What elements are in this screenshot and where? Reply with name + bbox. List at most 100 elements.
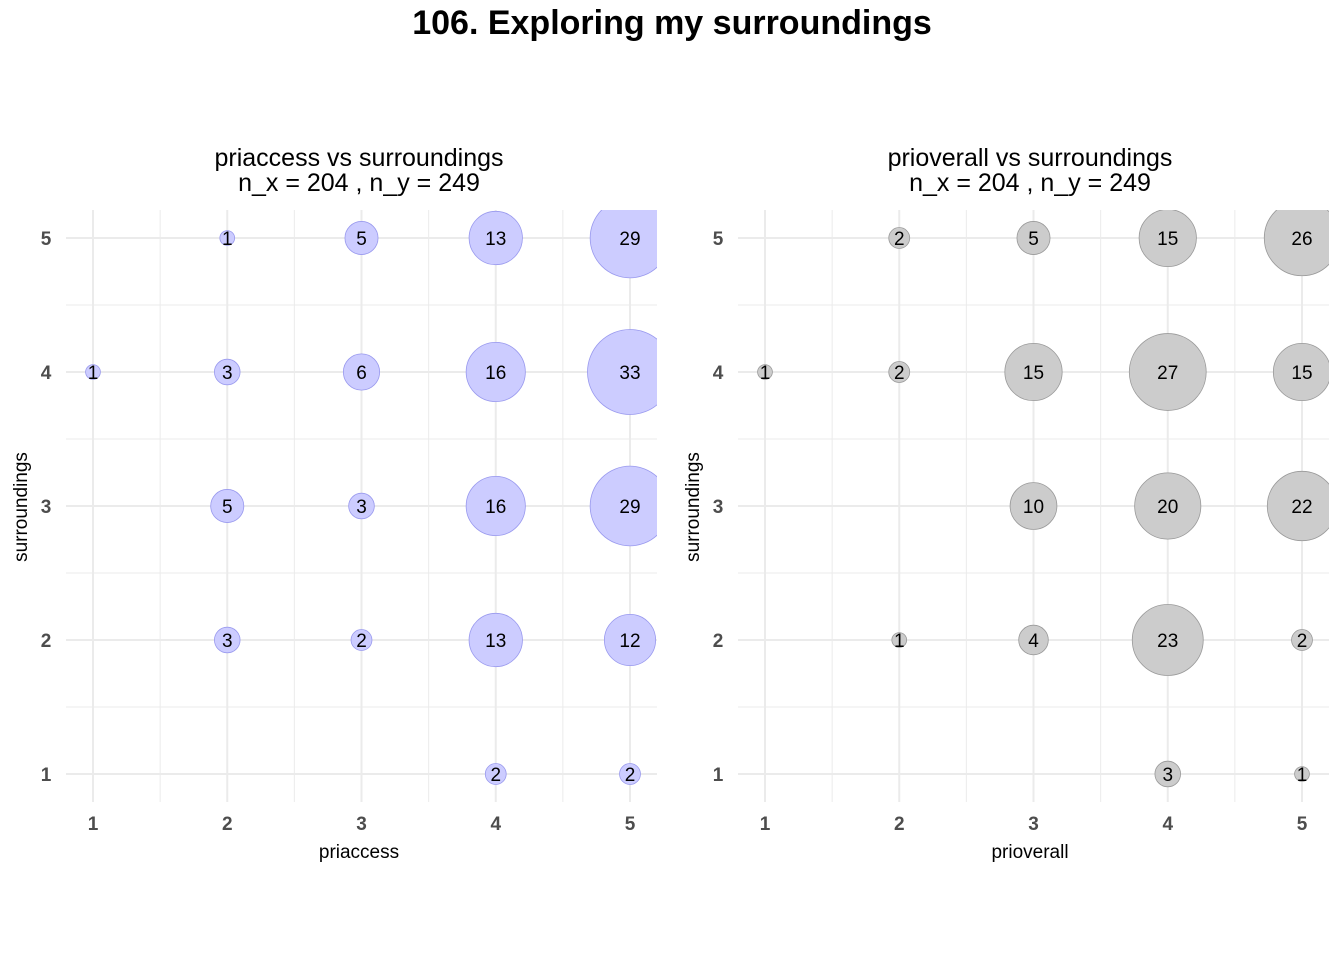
bubble: [350, 629, 373, 651]
x-tick-label: 3: [356, 814, 367, 835]
bubble: [1131, 604, 1204, 676]
bubble: [1263, 210, 1329, 277]
bubble: [587, 329, 657, 415]
bubble: [465, 475, 526, 536]
bubble: [589, 210, 657, 279]
data-label: 3: [222, 631, 233, 652]
data-label: 2: [894, 363, 905, 384]
data-label: 29: [619, 497, 640, 518]
bubble: [214, 358, 241, 386]
y-tick-label: 1: [41, 765, 52, 786]
x-tick-label: 1: [88, 814, 99, 835]
data-label: 3: [356, 497, 367, 518]
bubble: [348, 492, 375, 520]
bubble: [619, 763, 641, 785]
data-label: 22: [1291, 497, 1312, 518]
panel-title: priaccess vs surroundings: [214, 144, 503, 172]
data-label: 15: [1023, 363, 1044, 384]
y-axis-label: surroundings: [683, 452, 704, 562]
bubble: [342, 353, 381, 391]
data-label: 16: [485, 363, 506, 384]
bubble: [468, 210, 523, 266]
bubble: [888, 361, 911, 383]
data-label: 15: [1157, 229, 1178, 250]
data-label: 16: [485, 497, 506, 518]
x-tick-label: 4: [1162, 814, 1173, 835]
bubble: [468, 612, 523, 668]
data-label: 1: [760, 363, 771, 384]
bubble: [1266, 470, 1329, 542]
data-label: 6: [356, 363, 367, 384]
y-tick-label: 1: [713, 765, 724, 786]
data-label: 5: [222, 497, 233, 518]
data-label: 1: [88, 363, 99, 384]
bubble: [1154, 760, 1181, 788]
bubble: [344, 221, 379, 255]
bubbles: [757, 210, 1329, 788]
data-label: 1: [1297, 765, 1308, 786]
bubble: [484, 763, 507, 785]
data-label: 4: [1028, 631, 1039, 652]
data-label: 2: [1297, 631, 1308, 652]
data-label: 2: [490, 765, 501, 786]
x-tick-label: 3: [1028, 814, 1039, 835]
data-label: 27: [1157, 363, 1178, 384]
bubble: [1004, 342, 1063, 402]
bubble: [219, 230, 236, 246]
data-label: 15: [1291, 363, 1312, 384]
data-label: 3: [222, 363, 233, 384]
bubble: [1018, 624, 1049, 656]
bubble: [1134, 472, 1202, 540]
bubble: [1128, 333, 1207, 411]
x-tick-label: 2: [894, 814, 905, 835]
data-label: 1: [894, 631, 905, 652]
y-tick-label: 5: [713, 229, 724, 250]
panel-title: prioverall vs surroundings: [888, 144, 1173, 172]
data-label: 2: [625, 765, 636, 786]
y-tick-label: 4: [41, 363, 52, 384]
bubbles: [85, 210, 657, 785]
x-tick-label: 5: [1297, 814, 1308, 835]
data-label: 10: [1023, 497, 1044, 518]
bubble: [1009, 482, 1058, 530]
y-tick-label: 3: [713, 497, 724, 518]
bubble: [603, 613, 657, 667]
panel-subtitle: n_x = 204 , n_y = 249: [238, 169, 480, 197]
bubble: [1272, 342, 1329, 402]
bubble: [465, 341, 526, 402]
x-tick-label: 4: [490, 814, 501, 835]
data-label: 2: [356, 631, 367, 652]
x-tick-label: 2: [222, 814, 233, 835]
data-label: 13: [485, 631, 506, 652]
data-label: 29: [619, 229, 640, 250]
x-tick-label: 5: [625, 814, 636, 835]
y-tick-label: 4: [713, 363, 724, 384]
bubble: [888, 227, 911, 249]
main-title: 106. Exploring my surroundings: [412, 4, 932, 42]
y-tick-label: 2: [713, 631, 724, 652]
data-label: 5: [1028, 229, 1039, 250]
bubble: [757, 364, 773, 380]
bubble: [1291, 629, 1313, 651]
bubble: [214, 626, 241, 654]
grid: [738, 210, 1329, 802]
bubble: [85, 364, 101, 380]
x-tick-label: 1: [760, 814, 771, 835]
panel-subtitle: n_x = 204 , n_y = 249: [909, 169, 1151, 197]
data-label: 5: [356, 229, 367, 250]
bubble: [891, 632, 908, 648]
data-label: 13: [485, 229, 506, 250]
y-tick-label: 2: [41, 631, 52, 652]
bubble: [210, 489, 245, 523]
data-label: 3: [1162, 765, 1173, 786]
y-tick-label: 5: [41, 229, 52, 250]
y-axis-label: surroundings: [11, 452, 32, 562]
x-axis-label: priaccess: [319, 842, 399, 863]
data-label: 33: [619, 363, 640, 384]
data-label: 23: [1157, 631, 1178, 652]
bubble: [1138, 210, 1197, 268]
bubble: [1016, 221, 1051, 255]
